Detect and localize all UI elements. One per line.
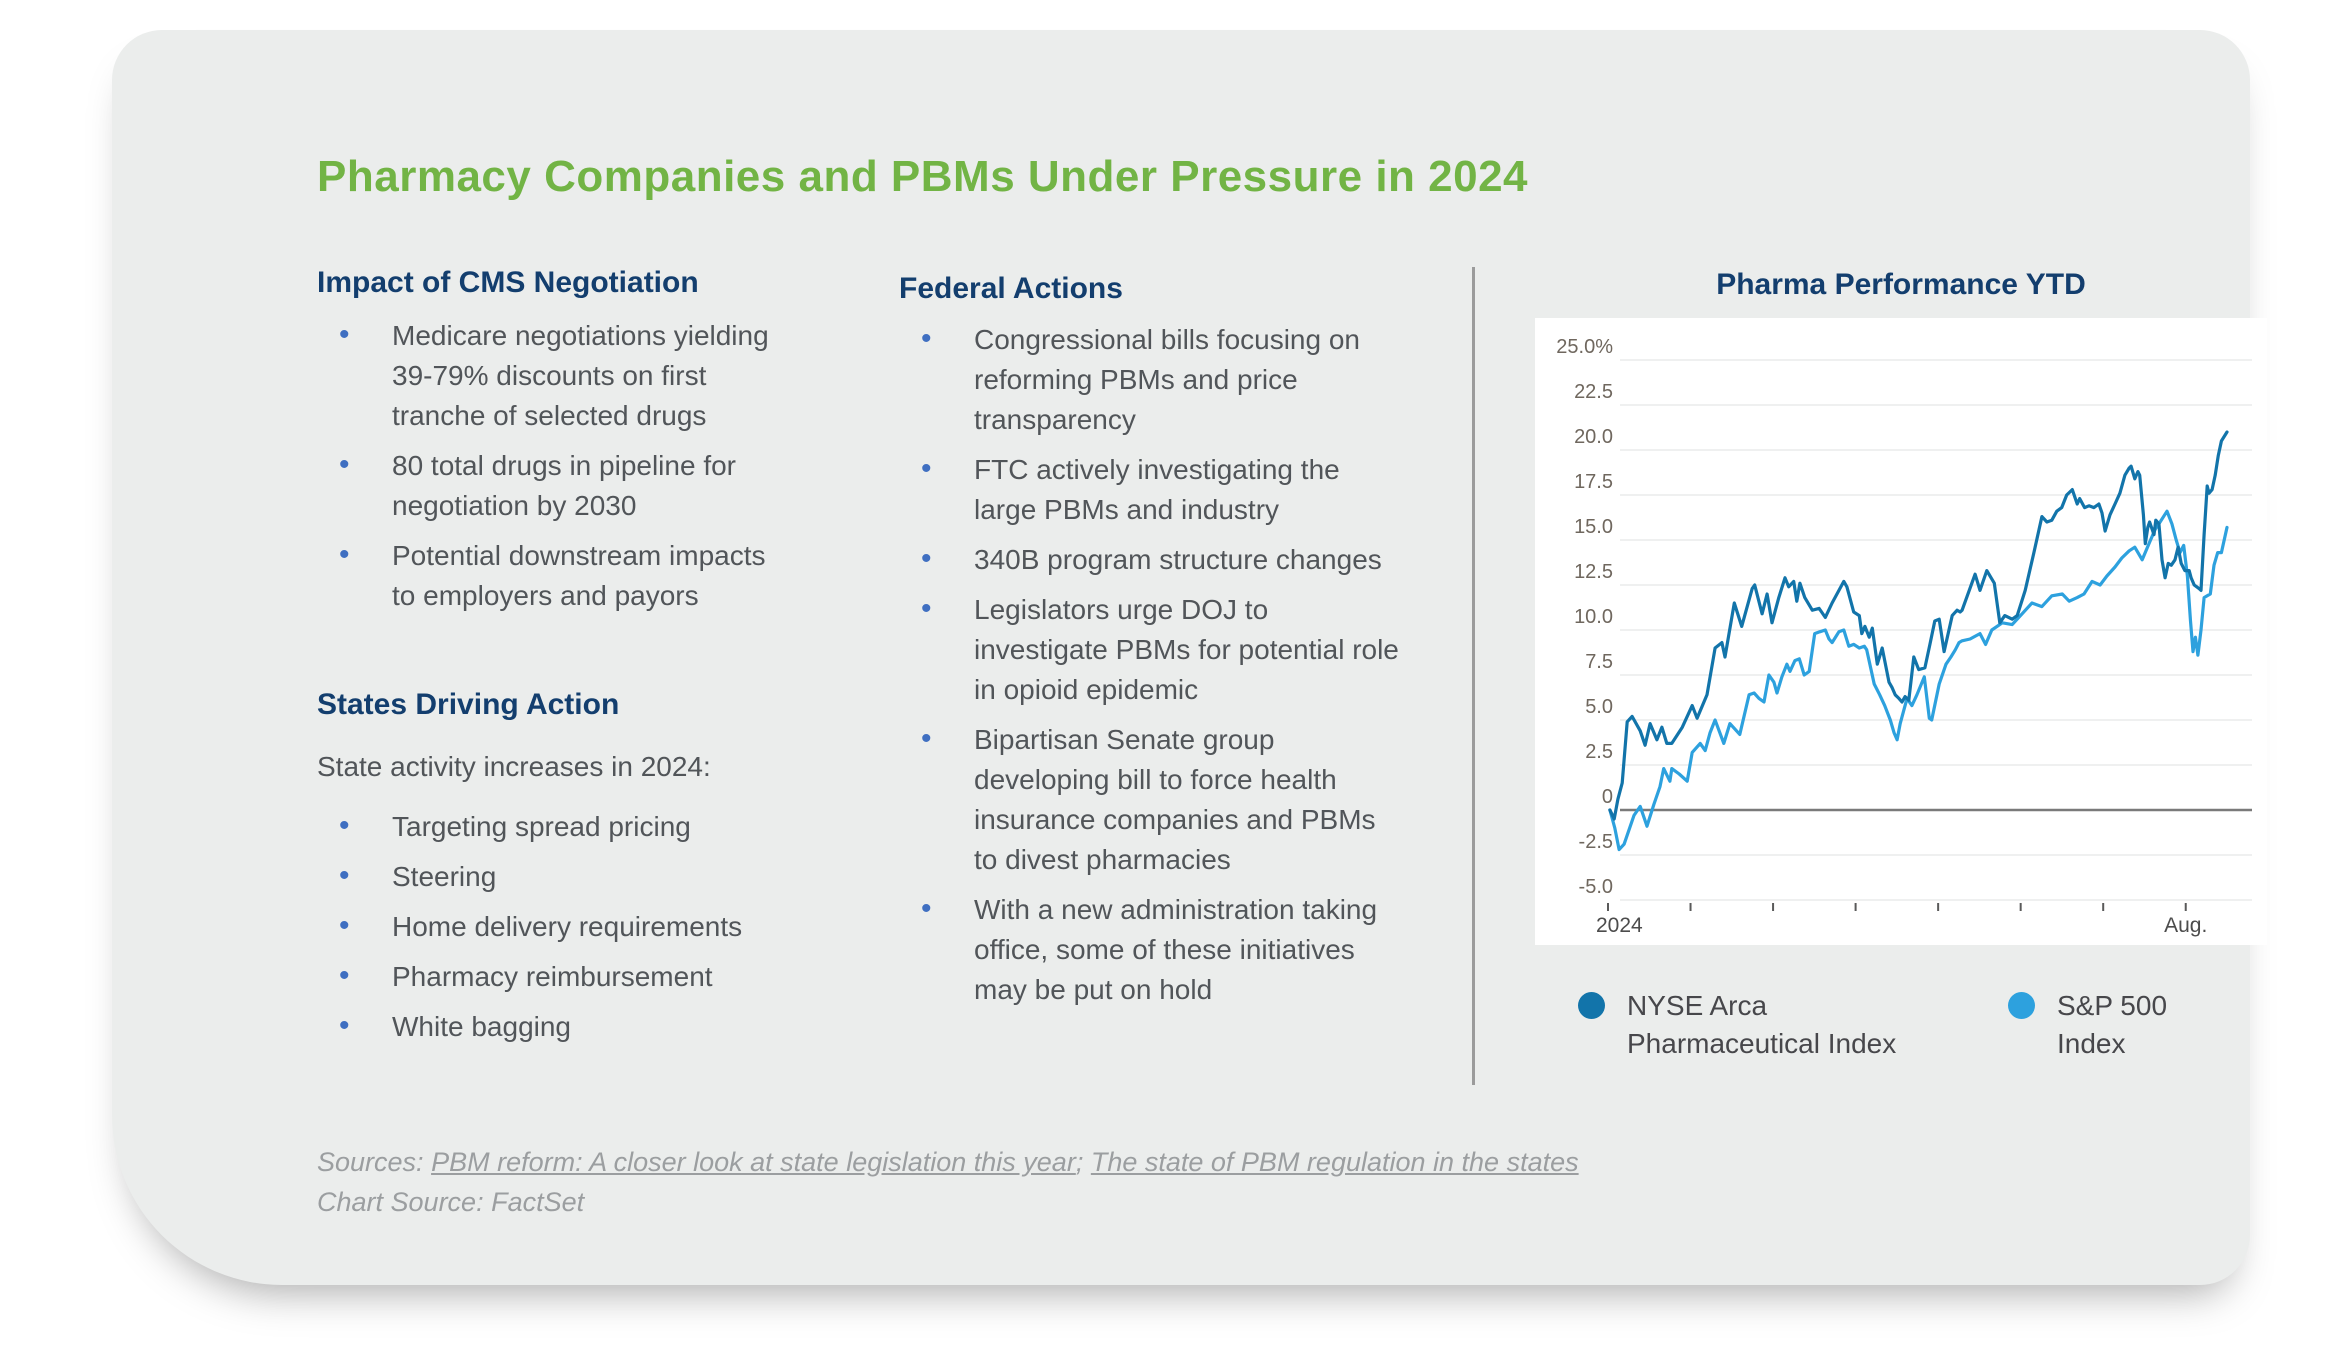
legend-dot-icon xyxy=(1578,992,1605,1019)
states-heading: States Driving Action xyxy=(317,688,620,721)
page-title: Pharmacy Companies and PBMs Under Pressu… xyxy=(317,152,1529,201)
cms-heading: Impact of CMS Negotiation xyxy=(317,266,699,299)
svg-text:10.0: 10.0 xyxy=(1574,606,1613,628)
svg-text:-2.5: -2.5 xyxy=(1579,831,1613,853)
list-item: FTC actively investigating the large PBM… xyxy=(899,449,1404,530)
chart-title: Pharma Performance YTD xyxy=(1716,268,2086,301)
source-link-pbm-regulation[interactable]: The state of PBM regulation in the state… xyxy=(1090,1147,1579,1177)
svg-text:Aug.: Aug. xyxy=(2164,914,2207,937)
list-item: Bipartisan Senate group developing bill … xyxy=(899,719,1404,880)
svg-text:5.0: 5.0 xyxy=(1585,696,1613,718)
sources-line: Sources: PBM reform: A closer look at st… xyxy=(317,1142,1717,1182)
pharma-chart-svg: 25.0% 22.5 20.0 17.5 15.0 12.5 10.0 7.5 5.0 2.5 0 -… xyxy=(1556,336,2252,937)
vertical-divider xyxy=(1472,267,1475,1085)
sources-block: Sources: PBM reform: A closer look at st… xyxy=(317,1142,1717,1222)
cms-bullet-list: Medicare negotiations yielding 39-79% di… xyxy=(317,315,787,626)
svg-text:15.0: 15.0 xyxy=(1574,516,1613,538)
svg-text:7.5: 7.5 xyxy=(1585,651,1613,673)
svg-text:25.0%: 25.0% xyxy=(1556,336,1613,358)
states-bullet-list: Targeting spread pricing Steering Home d… xyxy=(317,806,837,1057)
source-link-state-legislation[interactable]: PBM reform: A closer look at state legis… xyxy=(431,1147,1076,1177)
list-item: Legislators urge DOJ to investigate PBMs… xyxy=(899,589,1404,710)
legend-entry-sp500: S&P 500 Index xyxy=(2008,987,2217,1063)
svg-text:2.5: 2.5 xyxy=(1585,741,1613,763)
list-item: Targeting spread pricing xyxy=(317,806,837,847)
svg-text:2024: 2024 xyxy=(1596,914,1643,937)
list-item: Medicare negotiations yielding 39-79% di… xyxy=(317,315,787,436)
chart-source-line: Chart Source: FactSet xyxy=(317,1187,585,1217)
list-item: 80 total drugs in pipeline for negotiati… xyxy=(317,445,787,526)
federal-heading: Federal Actions xyxy=(899,272,1123,305)
sources-separator: ; xyxy=(1075,1147,1091,1177)
legend-label: NYSE Arca Pharmaceutical Index xyxy=(1627,990,1897,1059)
federal-bullet-list: Congressional bills focusing on reformin… xyxy=(899,319,1404,1020)
list-item: Potential downstream impacts to employer… xyxy=(317,535,787,616)
list-item: With a new administration taking office,… xyxy=(899,889,1404,1010)
list-item: 340B program structure changes xyxy=(899,539,1404,580)
svg-text:12.5: 12.5 xyxy=(1574,561,1613,583)
list-item: White bagging xyxy=(317,1006,837,1047)
svg-text:22.5: 22.5 xyxy=(1574,381,1613,403)
legend-entry-nyse-arca: NYSE Arca Pharmaceutical Index xyxy=(1578,987,1917,1063)
svg-text:-5.0: -5.0 xyxy=(1579,876,1613,898)
svg-text:0: 0 xyxy=(1602,786,1613,808)
svg-text:20.0: 20.0 xyxy=(1574,426,1613,448)
svg-text:17.5: 17.5 xyxy=(1574,471,1613,493)
list-item: Home delivery requirements xyxy=(317,906,837,947)
legend-dot-icon xyxy=(2008,992,2035,1019)
list-item: Steering xyxy=(317,856,837,897)
sources-prefix: Sources: xyxy=(317,1147,432,1177)
states-intro: State activity increases in 2024: xyxy=(317,751,711,782)
list-item: Congressional bills focusing on reformin… xyxy=(899,319,1404,440)
pharma-performance-chart: 25.0% 22.5 20.0 17.5 15.0 12.5 10.0 7.5 5.0 2.5 0 -… xyxy=(1535,318,2267,945)
slide-card: Pharmacy Companies and PBMs Under Pressu… xyxy=(112,30,2267,1285)
legend-label: S&P 500 Index xyxy=(2057,990,2168,1059)
list-item: Pharmacy reimbursement xyxy=(317,956,837,997)
